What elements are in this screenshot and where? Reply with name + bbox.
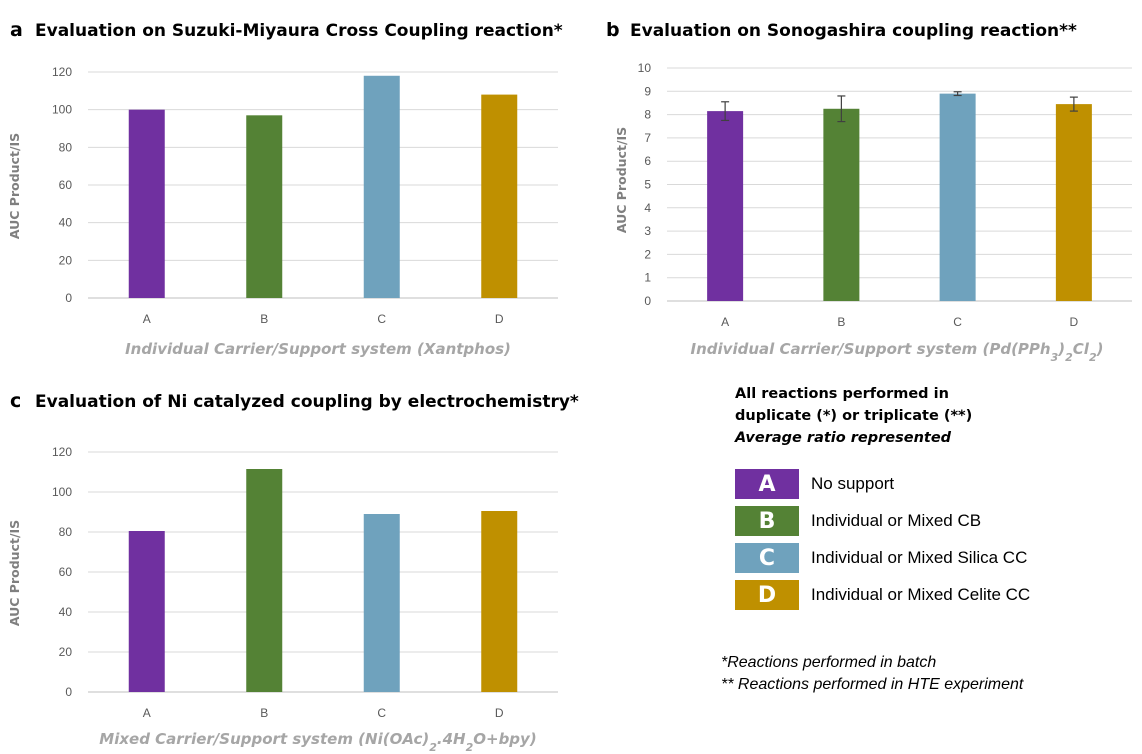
bar-a-C	[363, 75, 400, 299]
x-tick-label: C	[377, 312, 386, 326]
y-tick-label: 5	[644, 178, 651, 192]
panel-c-letter: c	[10, 390, 21, 412]
x-tick-label: C	[953, 315, 962, 329]
legend-swatch-c: C	[735, 543, 799, 573]
y-tick-label: 9	[644, 84, 651, 98]
legend-swatch-a: A	[735, 469, 799, 499]
y-tick-label: 10	[638, 61, 652, 75]
y-tick-label: 7	[644, 131, 651, 145]
legend-item-b: B Individual or Mixed CB	[735, 506, 1135, 536]
bar-a-D	[481, 94, 518, 298]
error-bar-b-D	[1069, 96, 1078, 112]
y-tick-label: 4	[644, 201, 651, 215]
bar-a-B	[246, 115, 283, 298]
footnotes: *Reactions performed in batch ** Reactio…	[721, 652, 1023, 696]
chart-b: 0 1 2 3 4 5 6 7 8 9 10 A B C D AUC Product/IS Individual…	[614, 61, 1132, 364]
legend-label-d: Individual or Mixed Celite CC	[811, 585, 1031, 604]
y-tick-label: 1	[644, 271, 651, 285]
y-axis-label-b: AUC Product/IS	[614, 127, 629, 233]
legend-swatch-b: B	[735, 506, 799, 536]
legend-label-c: Individual or Mixed Silica CC	[811, 548, 1028, 567]
bar-b-A	[707, 111, 744, 301]
legend-item-d: D Individual or Mixed Celite CC	[735, 580, 1135, 610]
error-bar-b-A	[721, 101, 730, 122]
y-tick-label: 120	[52, 445, 72, 459]
footnote-batch: *Reactions performed in batch	[721, 654, 937, 671]
y-tick-label: 80	[59, 140, 73, 154]
y-tick-label: 6	[644, 154, 651, 168]
legend-swatch-d: D	[735, 580, 799, 610]
legend-item-c: C Individual or Mixed Silica CC	[735, 543, 1135, 573]
legend-panel: All reactions performed in duplicate (*)…	[735, 383, 1135, 617]
y-tick-label: 0	[65, 291, 72, 305]
y-tick-label: 60	[59, 565, 73, 579]
y-tick-label: 8	[644, 108, 651, 122]
panel-b-title: Evaluation on Sonogashira coupling react…	[630, 21, 1077, 41]
legend-note-line2: duplicate (*) or triplicate (**)	[735, 408, 973, 424]
y-axis-label-a: AUC Product/IS	[7, 133, 22, 239]
error-bar-b-B	[837, 95, 846, 123]
y-axis-label-c: AUC Product/IS	[7, 520, 22, 626]
bar-b-B	[823, 108, 860, 302]
chart-a: 0 20 40 60 80 100 120 A B C D AUC Product/IS Individ…	[7, 65, 558, 358]
legend-label-a: No support	[811, 474, 895, 493]
x-tick-label: D	[495, 312, 504, 326]
panel-b-letter: b	[606, 19, 620, 41]
bar-b-D	[1055, 104, 1092, 302]
y-tick-label: 20	[59, 253, 73, 267]
x-tick-label: C	[377, 706, 386, 720]
x-tick-label: B	[837, 315, 845, 329]
legend-note-line1: All reactions performed in	[735, 386, 949, 402]
error-bar-b-C	[953, 91, 962, 97]
x-tick-label: B	[260, 706, 268, 720]
y-tick-label: 40	[59, 216, 73, 230]
bar-a-A	[128, 109, 165, 299]
y-tick-label: 2	[644, 247, 651, 261]
x-tick-label: A	[143, 312, 151, 326]
y-tick-label: 20	[59, 645, 73, 659]
x-axis-label-c: Mixed Carrier/Support system (Ni(OAc)2.4…	[99, 730, 536, 754]
panel-a-title: Evaluation on Suzuki-Miyaura Cross Coupl…	[35, 21, 563, 41]
y-tick-label: 3	[644, 224, 651, 238]
y-tick-label: 0	[65, 685, 72, 699]
legend-item-a: A No support	[735, 469, 1135, 499]
x-tick-label: D	[1070, 315, 1079, 329]
x-axis-label-b: Individual Carrier/Support system (Pd(PP…	[691, 340, 1104, 364]
y-tick-label: 0	[644, 294, 651, 308]
x-tick-label: B	[260, 312, 268, 326]
bar-c-D	[481, 511, 518, 692]
panel-c-title: Evaluation of Ni catalyzed coupling by e…	[35, 392, 579, 412]
y-tick-label: 100	[52, 103, 72, 117]
bar-b-C	[939, 93, 976, 301]
chart-c: 0 20 40 60 80 100 120 A B C D AUC Product/IS Mixed C…	[7, 445, 558, 754]
bar-c-A	[128, 531, 165, 692]
y-tick-label: 40	[59, 605, 73, 619]
legend-label-b: Individual or Mixed CB	[811, 511, 982, 530]
y-tick-label: 60	[59, 178, 73, 192]
bar-c-B	[246, 469, 283, 692]
legend-note-line3: Average ratio represented	[735, 430, 952, 446]
y-tick-label: 100	[52, 485, 72, 499]
footnote-hte: ** Reactions performed in HTE experiment	[721, 676, 1024, 693]
x-tick-label: D	[495, 706, 504, 720]
panel-a-letter: a	[10, 19, 23, 41]
x-axis-label-a: Individual Carrier/Support system (Xantp…	[125, 340, 511, 358]
bar-c-C	[363, 514, 400, 692]
x-tick-label: A	[721, 315, 729, 329]
y-tick-label: 80	[59, 525, 73, 539]
y-tick-label: 120	[52, 65, 72, 79]
x-tick-label: A	[143, 706, 151, 720]
